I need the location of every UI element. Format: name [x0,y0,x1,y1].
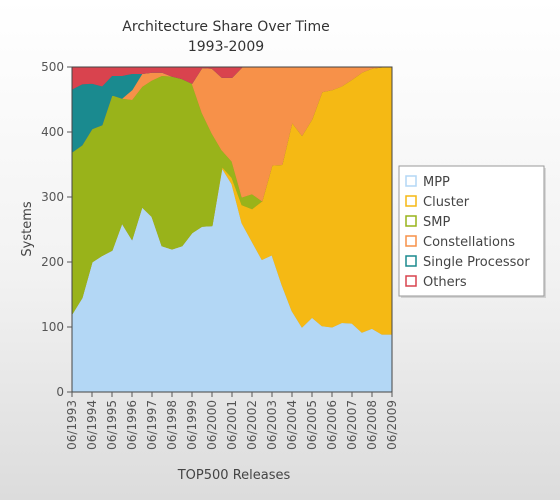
x-tick-label: 06/1997 [145,400,159,450]
legend-label-others: Others [423,275,467,290]
chart-title: Architecture Share Over Time [122,19,329,35]
legend-label-mpp: MPP [423,175,450,190]
chart-subtitle: 1993-2009 [188,39,264,55]
y-tick-label: 300 [41,190,64,204]
legend-swatch-cluster [405,195,417,207]
x-tick-label: 06/1996 [125,400,139,450]
x-tick-label: 06/2006 [325,400,339,450]
x-tick-label: 06/1994 [85,400,99,450]
x-tick-label: 06/1993 [65,400,79,450]
x-tick-label: 06/2000 [205,400,219,450]
y-tick-label: 200 [41,255,64,269]
y-tick-label: 400 [41,125,64,139]
x-tick-label: 06/2007 [345,400,359,450]
axes: 0 100 200 300 400 500 06/1993 06/1994 06/1995 06/… [41,60,399,450]
x-tick-label: 06/2001 [225,400,239,450]
x-tick-label: 06/2004 [285,400,299,450]
x-tick-label: 06/1998 [165,400,179,450]
x-axis-title: TOP500 Releases [177,468,291,483]
legend-label-smp: SMP [423,215,450,230]
legend-label-constellations: Constellations [423,235,515,250]
legend-swatch-mpp [405,175,417,187]
x-tick-label: 06/2003 [265,400,279,450]
legend-swatch-single-processor [405,255,417,267]
y-tick-label: 500 [41,60,64,74]
legend-swatch-smp [405,215,417,227]
x-tick-label: 06/2002 [245,400,259,450]
y-tick-label: 100 [41,320,64,334]
y-axis-title: Systems [20,201,35,256]
x-tick-label: 06/1995 [105,400,119,450]
plot-area [71,66,393,393]
legend-label-single-processor: Single Processor [423,255,530,270]
legend: MPP Cluster SMP Constellations Single Proces… [398,165,546,298]
legend-swatch-constellations [405,235,417,247]
x-tick-label: 06/2009 [385,400,399,450]
x-tick-label: 06/2008 [365,400,379,450]
x-tick-label: 06/2005 [305,400,319,450]
legend-swatch-others [405,275,417,287]
legend-box [398,165,545,297]
x-tick-label: 06/1999 [185,400,199,450]
legend-label-cluster: Cluster [423,195,470,210]
y-tick-label: 0 [56,385,64,399]
